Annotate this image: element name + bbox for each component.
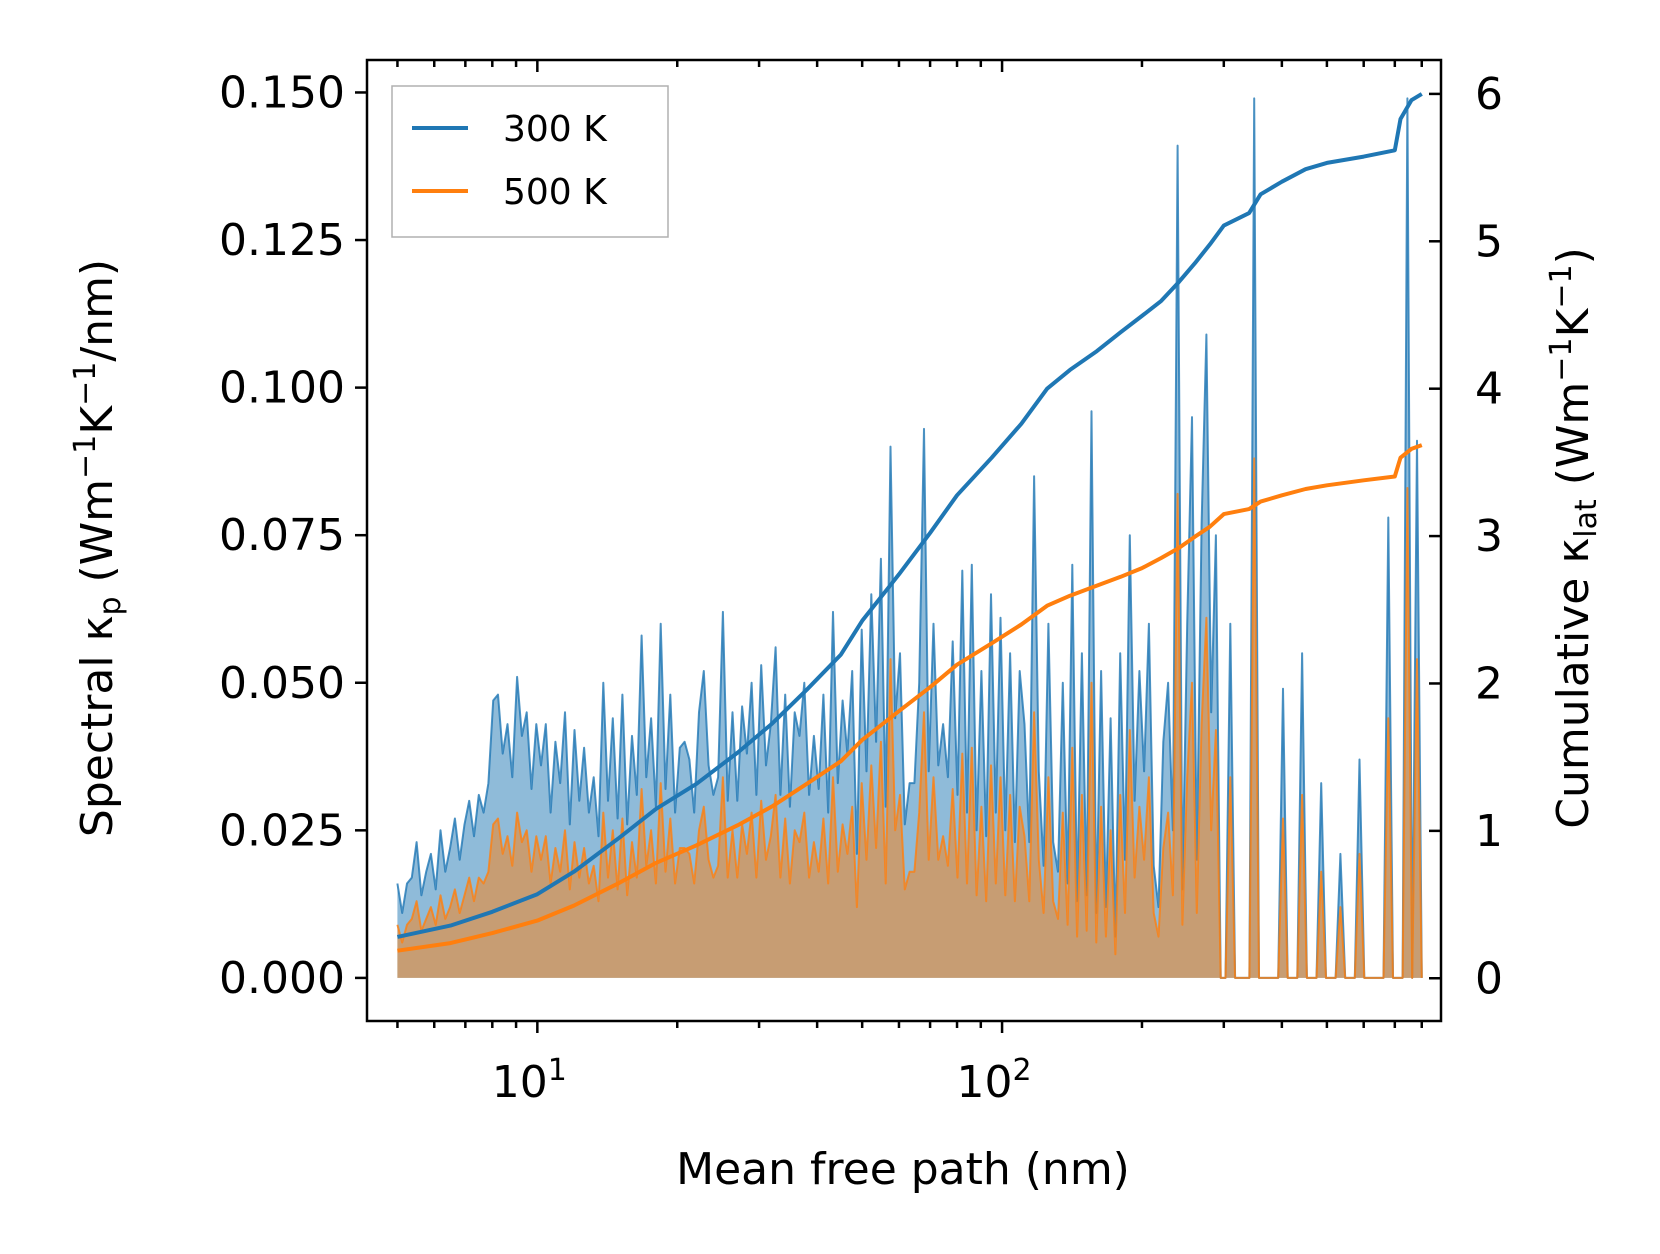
- y-right-tick-label: 6: [1475, 69, 1503, 120]
- legend-box: [391, 85, 669, 238]
- x-tick-label: 102: [957, 1053, 1032, 1109]
- x-tick-label: 101: [492, 1053, 567, 1109]
- y-left-tick-label: 0.075: [219, 510, 345, 561]
- y-label-right-sup1: −1: [1544, 337, 1579, 381]
- y-right-tick-label: 5: [1475, 216, 1503, 267]
- y-left-tick-label: 0.025: [219, 805, 345, 856]
- y-left-tick-label: 0.100: [219, 363, 345, 414]
- y-label-left-unit-open: (Wm: [72, 479, 123, 597]
- y-label-left-sup1: −1: [68, 435, 103, 479]
- cumulative-line-500K: [397, 443, 1423, 953]
- legend-label-500K: 500 K: [503, 172, 608, 213]
- y-label-right-main: Cumulative κ: [1548, 538, 1599, 829]
- y-label-left-main: Spectral κ: [72, 616, 123, 838]
- spectral-fills: [396, 97, 1423, 979]
- y-right-tick-label: 3: [1475, 511, 1503, 562]
- spectral-line-300K: [396, 97, 1423, 979]
- y-label-left-sup2: −1: [68, 362, 103, 406]
- y-label-left-unit-close: /nm): [72, 259, 123, 362]
- cumulative-line-300K: [396, 92, 1423, 939]
- y-right-tick-label: 2: [1475, 658, 1503, 709]
- spectral-fill-500K: [397, 458, 1422, 978]
- y-right-tick-label: 1: [1475, 806, 1503, 857]
- y-left-tick-label: 0.050: [219, 658, 345, 709]
- x-axis-label: Mean free path (nm): [676, 1144, 1130, 1195]
- spectral-fill-300K: [397, 98, 1422, 978]
- y-right-tick-label: 0: [1475, 953, 1503, 1004]
- y-label-right-sup2: −1: [1544, 264, 1579, 308]
- legend-label-300K: 300 K: [503, 109, 608, 150]
- series-lines: [396, 92, 1423, 953]
- plot-frame: [365, 58, 1443, 1023]
- y-left-tick-label: 0.150: [219, 67, 345, 118]
- y-label-right-sub: lat: [1569, 499, 1604, 538]
- ticks: 0.000 0.025 0.050 0.075 0.100 0.125 0.150 0 1 2 3 4…: [219, 60, 1503, 1108]
- y-label-right-unit-close: ): [1548, 247, 1599, 264]
- y-left-tick-label: 0.125: [219, 215, 345, 266]
- spectral-line-500K: [396, 457, 1423, 979]
- y-label-left-sub: p: [93, 596, 128, 615]
- y-label-right-mid: K: [1548, 307, 1599, 337]
- y-label-left-mid: K: [72, 405, 123, 435]
- y-right-tick-label: 4: [1475, 364, 1503, 415]
- legend: 300 K 500 K: [391, 85, 669, 238]
- y-axis-label-right: Cumulative κlat (Wm−1K−1): [1544, 247, 1604, 829]
- y-left-tick-label: 0.000: [219, 953, 345, 1004]
- y-label-right-unit-open: (Wm: [1548, 382, 1599, 500]
- y-axis-label-left: Spectral κp (Wm−1K−1/nm): [68, 259, 128, 837]
